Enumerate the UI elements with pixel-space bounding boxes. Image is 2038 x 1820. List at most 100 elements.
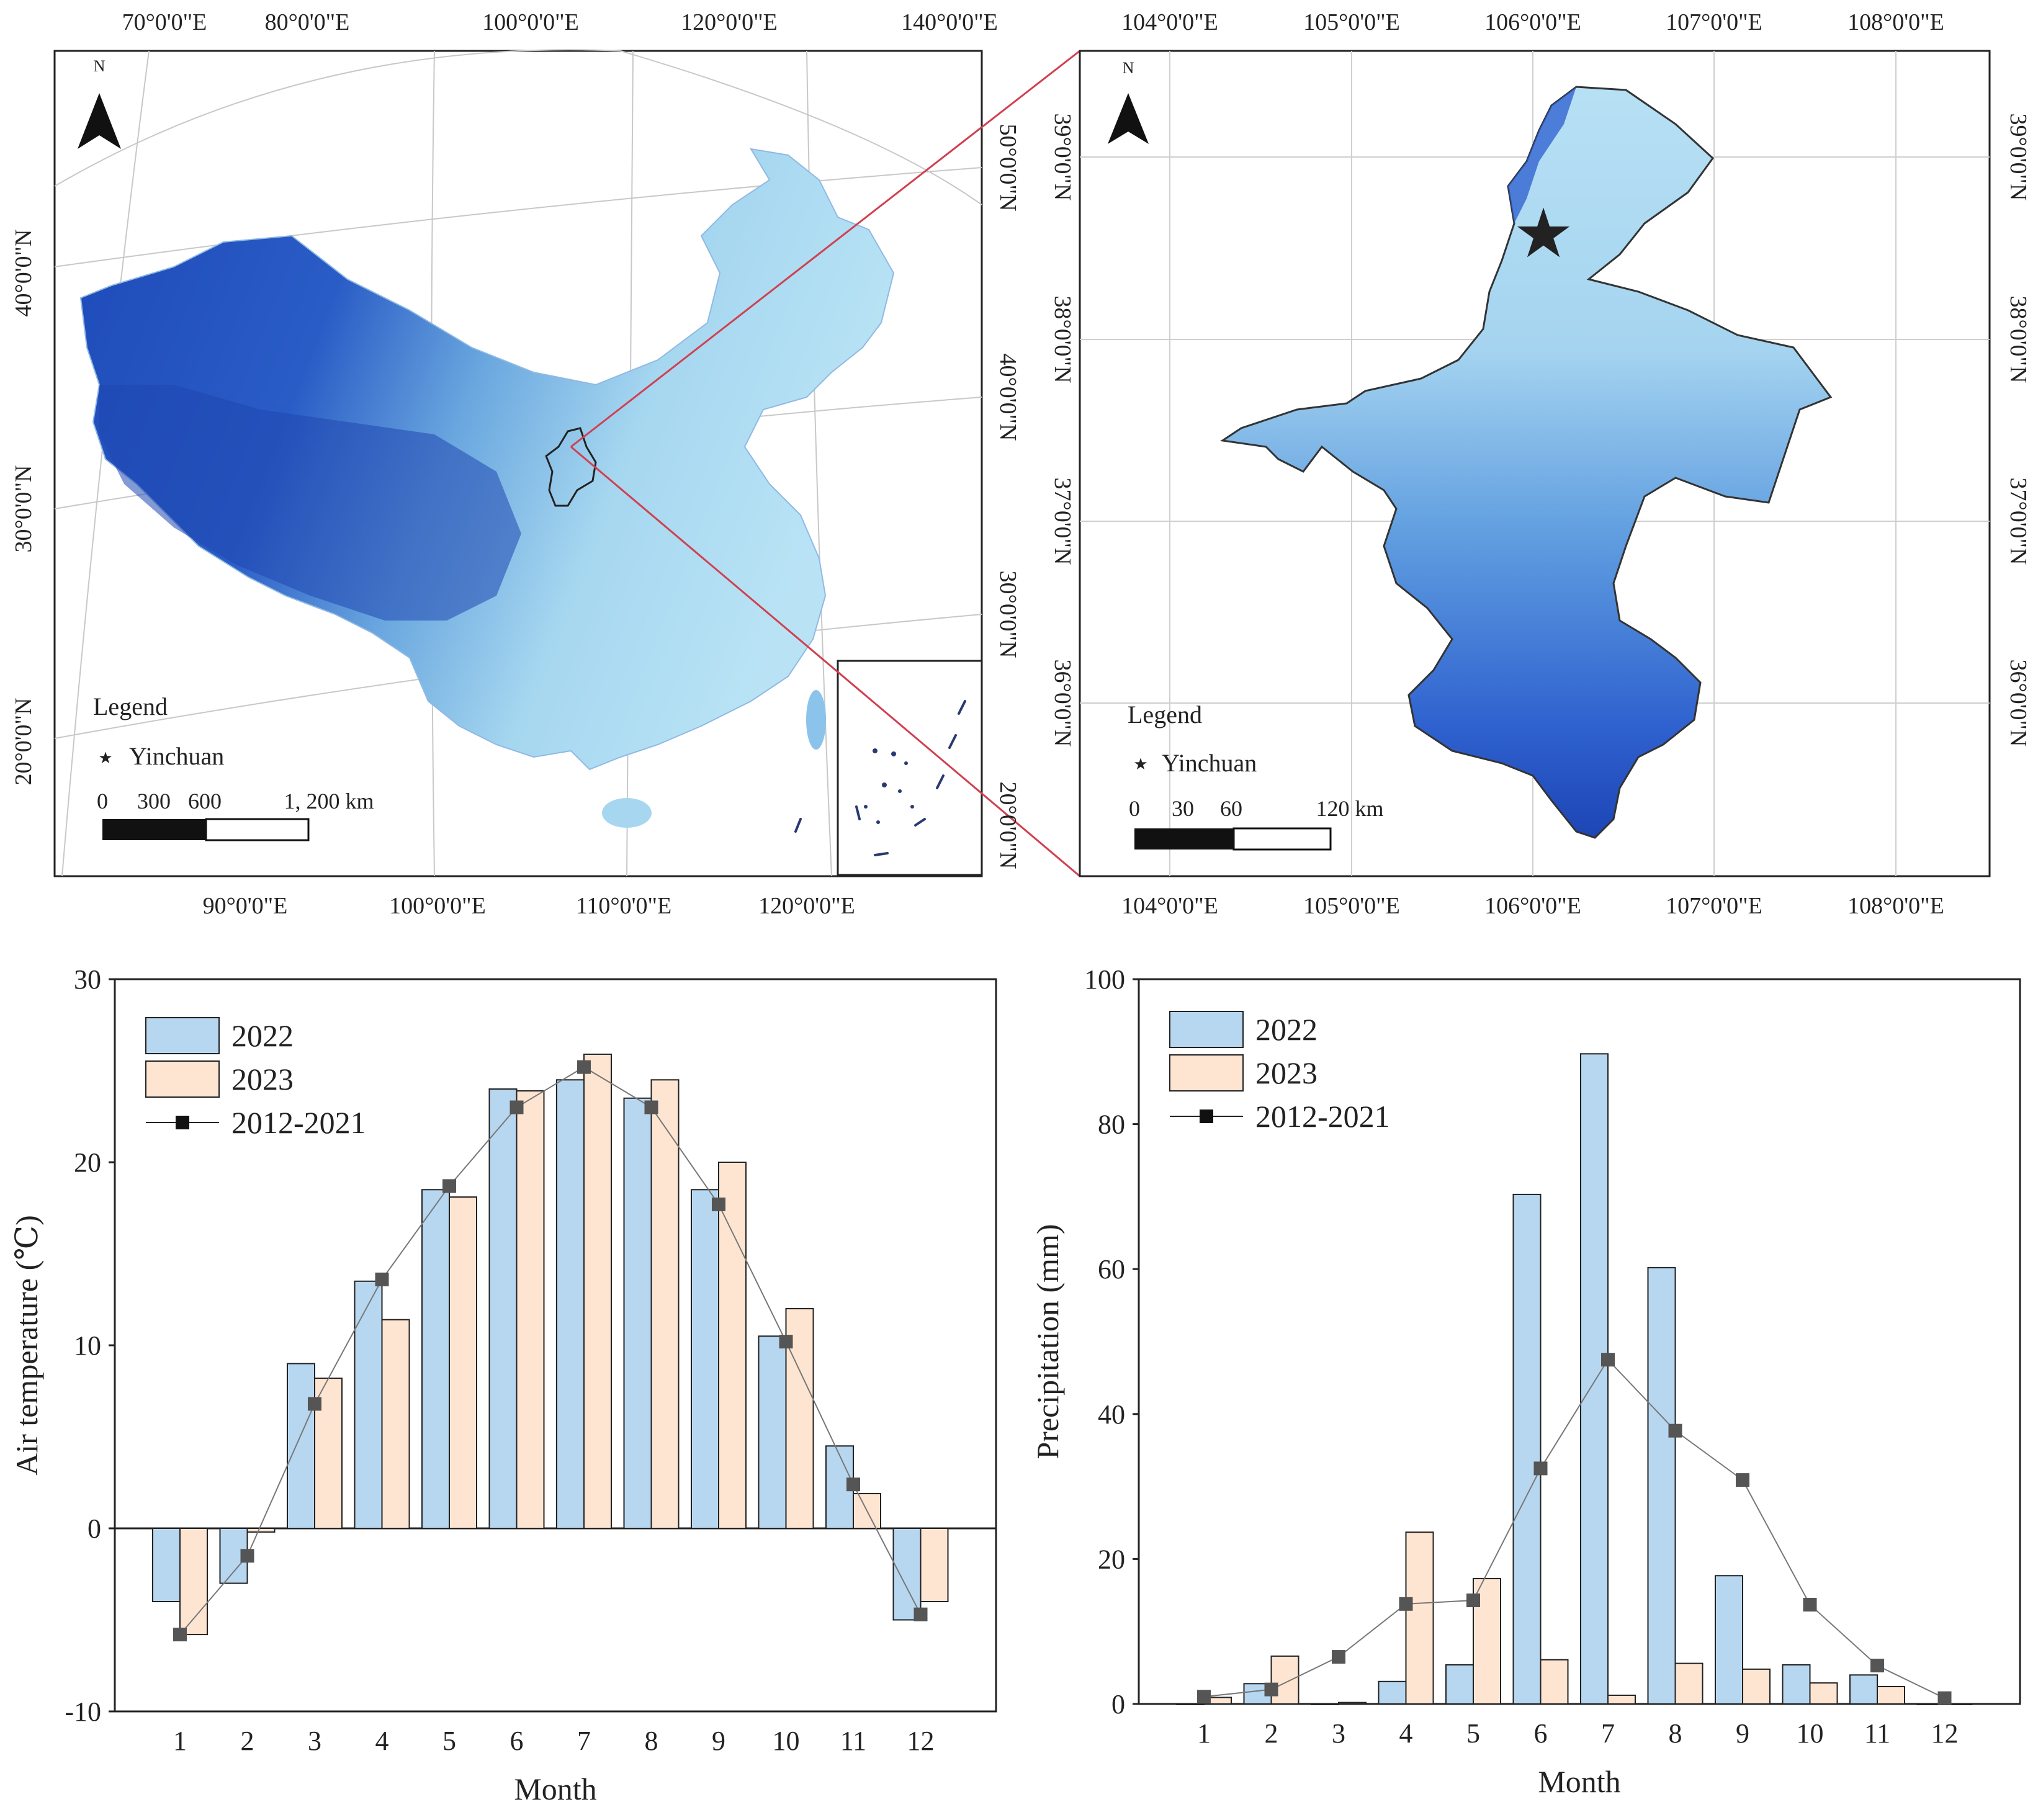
china-bottom-lon-3: 120°0'0"E bbox=[758, 893, 855, 919]
bar-2022-m10 bbox=[758, 1335, 787, 1529]
line-2012-2021 bbox=[1203, 1358, 1945, 1699]
zoom-connector-top bbox=[570, 50, 1080, 448]
point-2012-2021-m9 bbox=[712, 1197, 725, 1211]
bar-2023-m7 bbox=[583, 1053, 612, 1529]
south-china-sea-islands bbox=[864, 748, 914, 824]
ningxia-scale-bar: 0 30 60 120 km bbox=[1129, 796, 1384, 851]
x-tick-label: 11 bbox=[840, 1726, 866, 1756]
y-tick-label: -10 bbox=[65, 1697, 101, 1727]
china-map-panel: N Legend ★ Yinchuan 0 300 600 1, 200 km … bbox=[11, 9, 1080, 919]
ningxia-top-lon-4: 108°0'0"E bbox=[1847, 9, 1944, 35]
x-tick-label: 8 bbox=[1669, 1718, 1682, 1749]
ningxia-left-lat-2: 37°0'0"N bbox=[1049, 478, 1075, 565]
x-tick-label: 4 bbox=[1399, 1718, 1413, 1749]
ningxia-top-lon-2: 106°0'0"E bbox=[1484, 9, 1581, 35]
line-2012-2021 bbox=[179, 1066, 922, 1635]
china-top-lon-labels: 70°0'0"E 80°0'0"E 100°0'0"E 120°0'0"E 14… bbox=[122, 9, 998, 35]
y-tick-label: 80 bbox=[1098, 1109, 1125, 1140]
ningxia-north-arrow: N bbox=[1108, 59, 1149, 144]
point-2012-2021-m8 bbox=[644, 1100, 658, 1114]
taiwan-island bbox=[806, 690, 826, 750]
bar-2022-m8 bbox=[1647, 1266, 1676, 1705]
point-2012-2021-m2 bbox=[240, 1549, 254, 1563]
point-2012-2021-m12 bbox=[914, 1607, 928, 1621]
china-top-lon-3: 120°0'0"E bbox=[681, 9, 778, 35]
bar-2023-m2 bbox=[1270, 1655, 1300, 1705]
legend-swatch-2022 bbox=[1169, 1011, 1244, 1048]
ningxia-right-lat-1: 38°0'0"N bbox=[2005, 296, 2031, 383]
y-tick-label: 0 bbox=[1111, 1689, 1125, 1719]
point-2012-2021-m4 bbox=[1399, 1597, 1413, 1611]
nine-dash-line bbox=[794, 700, 966, 856]
china-left-lat-1: 30°0'0"N bbox=[11, 465, 37, 553]
y-tick-label: 20 bbox=[1098, 1544, 1125, 1574]
china-north-label: N bbox=[94, 57, 105, 75]
bar-2023-m5 bbox=[449, 1196, 477, 1530]
bar-2023-m2 bbox=[246, 1528, 276, 1533]
ningxia-right-lat-labels: 39°0'0"N 38°0'0"N 37°0'0"N 36°0'0"N bbox=[2005, 114, 2031, 747]
china-territory bbox=[79, 148, 895, 771]
china-bottom-lon-0: 90°0'0"E bbox=[203, 893, 288, 919]
point-2012-2021-m4 bbox=[375, 1272, 389, 1286]
ningxia-bottom-lon-1: 105°0'0"E bbox=[1303, 893, 1400, 919]
legend-label-2023: 2023 bbox=[1255, 1056, 1318, 1090]
x-tick-label: 1 bbox=[173, 1726, 187, 1756]
ningxia-map-panel: ★ N Legend ★ Yinchuan 0 30 60 120 km 104… bbox=[1049, 9, 2031, 919]
legend-label-2023: 2023 bbox=[231, 1062, 294, 1096]
ningxia-top-lon-0: 104°0'0"E bbox=[1121, 9, 1218, 35]
china-top-lon-1: 80°0'0"E bbox=[265, 9, 350, 35]
x-tick-label: 6 bbox=[1534, 1718, 1548, 1749]
point-2012-2021-m7 bbox=[577, 1060, 591, 1074]
y-tick-label: 40 bbox=[1098, 1399, 1125, 1430]
legend-marker-2012-2021 bbox=[1200, 1109, 1213, 1123]
bar-2023-m8 bbox=[650, 1079, 680, 1529]
y-tick-label: 0 bbox=[88, 1513, 101, 1544]
x-tick-label: 2 bbox=[1265, 1718, 1278, 1749]
legend-label-2012-2021: 2012-2021 bbox=[231, 1105, 366, 1140]
china-top-lon-0: 70°0'0"E bbox=[122, 9, 207, 35]
x-tick-label: 7 bbox=[577, 1726, 591, 1756]
x-tick-label: 11 bbox=[1864, 1718, 1890, 1749]
point-2012-2021-m3 bbox=[308, 1397, 321, 1411]
ningxia-scale-tick-1: 30 bbox=[1172, 796, 1194, 821]
china-top-lon-2: 100°0'0"E bbox=[482, 9, 579, 35]
china-right-lat-labels: 50°0'0"N 40°0'0"N 30°0'0"N 20°0'0"N bbox=[995, 124, 1021, 869]
legend-label-2022: 2022 bbox=[1255, 1012, 1318, 1047]
hainan-island bbox=[602, 798, 652, 828]
x-tick-label: 2 bbox=[241, 1726, 254, 1756]
legend-swatch-2023 bbox=[1169, 1054, 1244, 1092]
ningxia-top-lon-1: 105°0'0"E bbox=[1303, 9, 1400, 35]
x-tick-label: 8 bbox=[645, 1726, 658, 1756]
bar-2023-m1 bbox=[179, 1528, 208, 1636]
china-scale-tick-0: 0 bbox=[97, 789, 108, 814]
x-axis-label: Month bbox=[514, 1772, 596, 1806]
bar-2022-m6 bbox=[488, 1088, 518, 1529]
china-scale-tick-2: 600 bbox=[188, 789, 222, 814]
ningxia-bottom-lon-2: 106°0'0"E bbox=[1484, 893, 1581, 919]
x-tick-label: 12 bbox=[907, 1726, 935, 1756]
legend-label-2012-2021: 2012-2021 bbox=[1255, 1099, 1390, 1134]
china-north-arrow: N bbox=[78, 57, 121, 149]
bar-2023-m8 bbox=[1674, 1662, 1704, 1705]
x-tick-label: 6 bbox=[510, 1726, 524, 1756]
bar-2023-m12 bbox=[920, 1528, 949, 1602]
bar-2022-m3 bbox=[287, 1363, 315, 1529]
point-2012-2021-m6 bbox=[510, 1100, 524, 1114]
bar-2022-m10 bbox=[1782, 1664, 1811, 1705]
bar-2023-m4 bbox=[381, 1319, 410, 1529]
point-2012-2021-m8 bbox=[1668, 1423, 1682, 1438]
bar-2023-m7 bbox=[1607, 1694, 1636, 1705]
china-bottom-lon-1: 100°0'0"E bbox=[389, 893, 486, 919]
x-tick-label: 4 bbox=[375, 1726, 389, 1756]
y-tick-label: 30 bbox=[74, 964, 101, 995]
x-tick-label: 5 bbox=[1466, 1718, 1480, 1749]
legend-marker-2012-2021 bbox=[176, 1116, 189, 1129]
china-right-lat-1: 40°0'0"N bbox=[995, 354, 1021, 441]
china-right-lat-3: 20°0'0"N bbox=[995, 782, 1021, 869]
point-2012-2021-m5 bbox=[442, 1179, 456, 1193]
bar-2023-m11 bbox=[1877, 1685, 1905, 1705]
yinchuan-star-icon: ★ bbox=[1513, 196, 1574, 272]
bar-2022-m1 bbox=[152, 1528, 181, 1602]
